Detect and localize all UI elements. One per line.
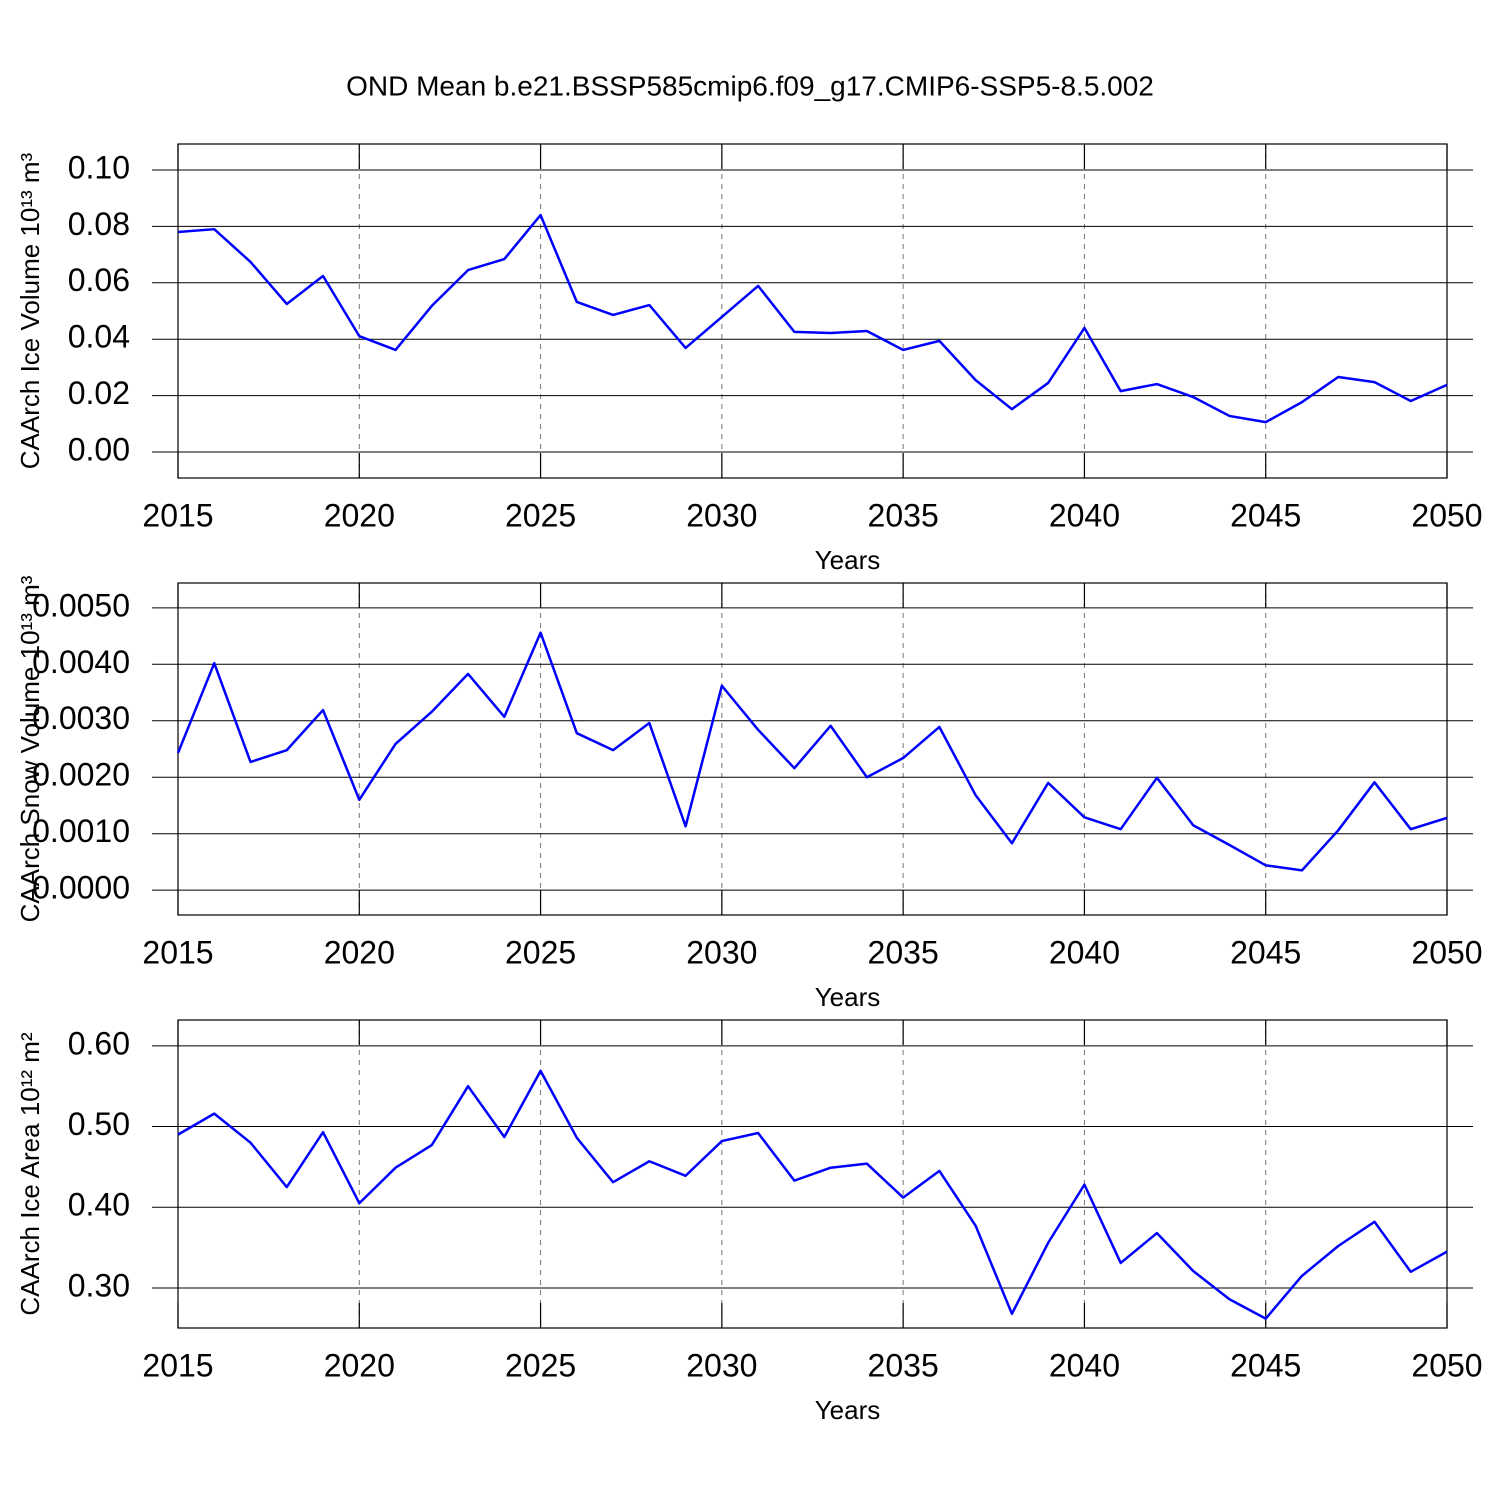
x-tick-label: 2015 (142, 1347, 213, 1383)
y-tick-label: 0.00 (68, 432, 130, 468)
plot-frame (177, 1019, 1448, 1329)
y-tick-label: 0.60 (68, 1025, 130, 1061)
panel: 2015 2020 2025 2030 2035 2040 2045 2050 0.00 0.02… (15, 143, 1483, 575)
y-tick-label: 0.0000 (32, 870, 130, 906)
plot-frame (177, 143, 1448, 479)
x-tick-label: 2025 (505, 1347, 576, 1383)
y-tick-label: 0.30 (68, 1267, 130, 1303)
x-tick-label: 2020 (324, 1347, 395, 1383)
x-tick-label: 2045 (1230, 1347, 1301, 1383)
x-tick-label: 2015 (142, 934, 213, 970)
panel: 2015 2020 2025 2030 2035 2040 2045 2050 0.0000 0.… (15, 575, 1483, 1012)
plot-frame (177, 582, 1448, 916)
y-tick-label: 0.10 (68, 149, 130, 185)
x-tick-label: 2030 (686, 1347, 757, 1383)
y-axis-label: CAArch Snow Volume 10¹³ m³ (15, 575, 45, 922)
x-tick-label: 2015 (142, 497, 213, 533)
x-tick-label: 2050 (1411, 497, 1482, 533)
page-title: OND Mean b.e21.BSSP585cmip6.f09_g17.CMIP… (346, 70, 1154, 101)
x-tick-label: 2035 (868, 934, 939, 970)
x-tick-label: 2020 (324, 934, 395, 970)
y-tick-label: 0.06 (68, 262, 130, 298)
y-axis-label: CAArch Ice Volume 10¹³ m³ (15, 152, 45, 469)
x-tick-label: 2025 (505, 934, 576, 970)
y-tick-label: 0.0010 (32, 813, 130, 849)
x-tick-label: 2035 (868, 1347, 939, 1383)
y-tick-label: 0.0030 (32, 700, 130, 736)
x-axis-label: Years (815, 545, 881, 575)
x-tick-label: 2040 (1049, 934, 1120, 970)
data-line (176, 631, 1448, 872)
x-tick-label: 2050 (1411, 934, 1482, 970)
x-tick-label: 2045 (1230, 497, 1301, 533)
y-axis-label: CAArch Ice Area 10¹² m² (15, 1032, 45, 1316)
panel: 2015 2020 2025 2030 2035 2040 2045 2050 0.30 0.40… (15, 1019, 1483, 1425)
x-tick-label: 2040 (1049, 1347, 1120, 1383)
x-tick-label: 2030 (686, 497, 757, 533)
x-tick-label: 2035 (868, 497, 939, 533)
y-tick-label: 0.0050 (32, 587, 130, 623)
y-tick-label: 0.40 (68, 1187, 130, 1223)
x-tick-label: 2045 (1230, 934, 1301, 970)
x-axis-label: Years (815, 982, 881, 1012)
y-tick-label: 0.08 (68, 206, 130, 242)
y-tick-label: 0.50 (68, 1106, 130, 1142)
y-tick-label: 0.04 (68, 319, 130, 355)
y-tick-label: 0.0020 (32, 757, 130, 793)
y-tick-label: 0.0040 (32, 644, 130, 680)
x-tick-label: 2020 (324, 497, 395, 533)
x-tick-label: 2050 (1411, 1347, 1482, 1383)
x-tick-label: 2040 (1049, 497, 1120, 533)
x-tick-label: 2030 (686, 934, 757, 970)
data-line (177, 1069, 1448, 1320)
x-tick-label: 2025 (505, 497, 576, 533)
data-line (177, 213, 1448, 424)
x-axis-label: Years (815, 1395, 881, 1425)
y-tick-label: 0.02 (68, 375, 130, 411)
